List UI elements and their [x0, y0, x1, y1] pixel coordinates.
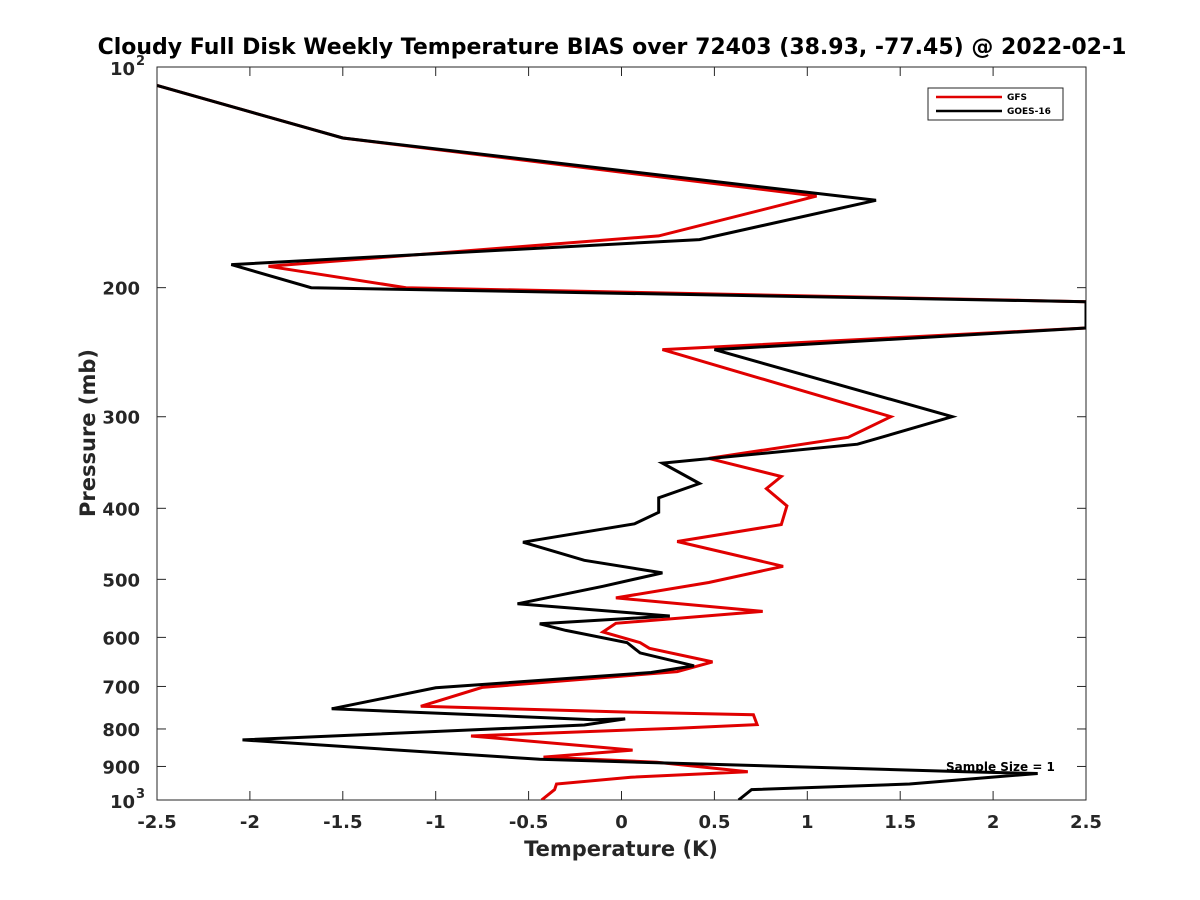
- y-tick-label: 800: [102, 720, 140, 741]
- y-tick-label: 10: [110, 59, 135, 80]
- legend: GFS GOES-16: [927, 87, 1064, 121]
- legend-label-goes16: GOES-16: [1007, 107, 1051, 117]
- x-tick-label: 2.5: [1070, 812, 1102, 833]
- y-axis-label: Pressure (mb): [76, 349, 100, 517]
- x-tick-label: 0.5: [698, 812, 730, 833]
- x-tick-label: -2: [240, 812, 260, 833]
- x-tick-label: -1.5: [323, 812, 362, 833]
- x-axis-label: Temperature (K): [524, 837, 718, 861]
- y-tick-label: 10: [110, 792, 135, 813]
- x-tick-label: -2.5: [137, 812, 176, 833]
- series-line-goes16: [157, 84, 1086, 800]
- legend-label-gfs: GFS: [1007, 93, 1027, 103]
- x-tick-label: 1: [801, 812, 814, 833]
- plot-area: [156, 66, 1087, 801]
- y-tick-label: 600: [102, 628, 140, 649]
- x-tick-label: 0: [615, 812, 628, 833]
- y-tick-label: 700: [102, 677, 140, 698]
- x-axis: -2.5 -2 -1.5 -1 -0.5 0 0.5 1 1.5 2 2.5: [137, 67, 1102, 833]
- series-line-gfs: [157, 84, 1086, 800]
- y-tick-exponent: 2: [136, 54, 145, 69]
- y-tick-label: 500: [102, 570, 140, 591]
- y-tick-label: 900: [102, 757, 140, 778]
- x-tick-label: -0.5: [509, 812, 548, 833]
- chart-title: Cloudy Full Disk Weekly Temperature BIAS…: [98, 35, 1127, 60]
- y-tick-exponent: 3: [136, 787, 145, 802]
- legend-box: [927, 87, 1064, 121]
- y-tick-label: 400: [102, 499, 140, 520]
- y-tick-label: 300: [102, 408, 140, 429]
- y-tick-label: 200: [102, 279, 140, 300]
- x-tick-label: 2: [987, 812, 1000, 833]
- sample-size-annotation: Sample Size = 1: [946, 760, 1055, 774]
- x-tick-label: -1: [426, 812, 446, 833]
- series-layer: [157, 84, 1086, 800]
- x-tick-label: 1.5: [884, 812, 916, 833]
